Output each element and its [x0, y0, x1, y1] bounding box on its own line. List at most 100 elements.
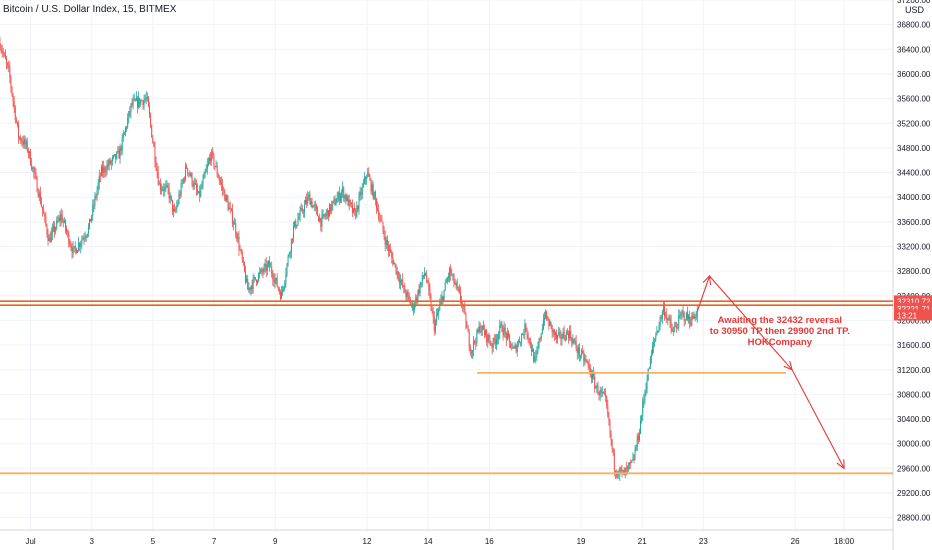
candle-body — [25, 141, 27, 145]
candle-body — [357, 205, 359, 210]
candle-body — [136, 97, 138, 108]
candle-body — [322, 214, 324, 216]
candle-body — [226, 195, 228, 201]
candle-body — [546, 311, 548, 320]
candle-body — [381, 219, 383, 223]
candle-body — [576, 348, 578, 354]
candle-body — [239, 249, 241, 251]
candle-body — [583, 352, 585, 362]
candle-body — [671, 327, 673, 332]
candle-body — [6, 59, 8, 64]
candle-body — [8, 65, 10, 68]
candle-body — [78, 243, 80, 251]
candle-body — [4, 54, 6, 60]
candle-body — [645, 388, 647, 393]
x-tick-label: Jul — [25, 537, 35, 546]
candle-body — [74, 246, 76, 249]
candle-body — [12, 94, 14, 102]
candle-body — [75, 248, 77, 253]
candle-body — [99, 175, 101, 177]
candle-body — [236, 233, 238, 240]
candle-body — [129, 111, 131, 113]
candle-body — [644, 392, 646, 400]
candle-body — [189, 173, 191, 176]
candle-body — [265, 263, 267, 271]
candle-body — [509, 335, 511, 342]
candle-body — [670, 321, 672, 328]
candle-body — [247, 278, 249, 290]
annotation-line: to 30950 TP then 29900 2nd TP. — [710, 326, 850, 337]
candle-body — [469, 346, 471, 354]
candle-body — [662, 306, 664, 312]
candle-body — [634, 450, 636, 460]
candle-body — [24, 139, 26, 145]
candle-body — [126, 127, 128, 129]
candle-body — [238, 237, 240, 250]
candle-body — [80, 243, 82, 247]
candle-body — [186, 166, 188, 169]
x-tick-label: 18:00 — [834, 537, 855, 546]
y-tick-label: 34400.00 — [897, 169, 931, 178]
candle-body — [422, 275, 424, 277]
price-label-text: 32310.72 — [897, 297, 931, 306]
candle-body — [407, 292, 409, 296]
candle-body — [104, 167, 106, 172]
candle-body — [106, 164, 108, 172]
candle-body — [454, 283, 456, 285]
y-tick-label: 30400.00 — [897, 415, 931, 424]
candle-body — [489, 340, 491, 344]
candle-body — [609, 420, 611, 434]
candle-body — [274, 279, 276, 283]
candle-body — [221, 182, 223, 185]
candle-body — [593, 373, 595, 378]
candle-body — [521, 334, 523, 342]
candle-body — [656, 331, 658, 336]
candle-body — [500, 323, 502, 326]
candle-body — [384, 237, 386, 246]
candle-body — [607, 405, 609, 416]
candle-body — [222, 184, 224, 190]
candle-body — [380, 219, 382, 221]
candle-body — [487, 334, 489, 342]
candle-body — [425, 273, 427, 276]
candle-body — [461, 300, 463, 304]
candle-body — [49, 237, 51, 243]
candle-body — [356, 205, 358, 217]
candle-body — [573, 339, 575, 343]
candle-body — [289, 251, 291, 255]
candle-body — [438, 309, 440, 314]
candle-body — [260, 269, 262, 273]
candle-body — [444, 282, 446, 290]
candle-body — [34, 172, 36, 174]
candle-body — [533, 349, 535, 362]
candle-body — [300, 207, 302, 211]
candle-body — [541, 328, 543, 334]
candle-body — [64, 220, 66, 230]
candle-body — [151, 124, 153, 138]
candle-body — [511, 348, 513, 349]
candle-body — [79, 243, 81, 247]
candle-body — [370, 179, 372, 192]
candle-body — [57, 220, 59, 222]
candle-body — [296, 224, 298, 228]
candle-body — [367, 172, 369, 177]
candle-body — [209, 157, 211, 162]
candle-body — [468, 332, 470, 347]
candle-body — [70, 245, 72, 249]
candle-body — [682, 311, 684, 313]
candle-body — [399, 280, 401, 283]
candle-body — [0, 48, 2, 51]
candle-body — [605, 393, 607, 397]
candle-body — [103, 167, 105, 173]
candle-body — [683, 312, 685, 321]
candle-body — [9, 67, 11, 78]
candle-body — [449, 267, 451, 277]
candle-body — [565, 331, 567, 341]
currency-label: USD — [905, 5, 925, 15]
candle-body — [174, 208, 176, 211]
candle-body — [611, 439, 613, 450]
x-tick-label: 14 — [424, 537, 433, 546]
candle-body — [233, 223, 235, 225]
candle-body — [298, 216, 300, 220]
